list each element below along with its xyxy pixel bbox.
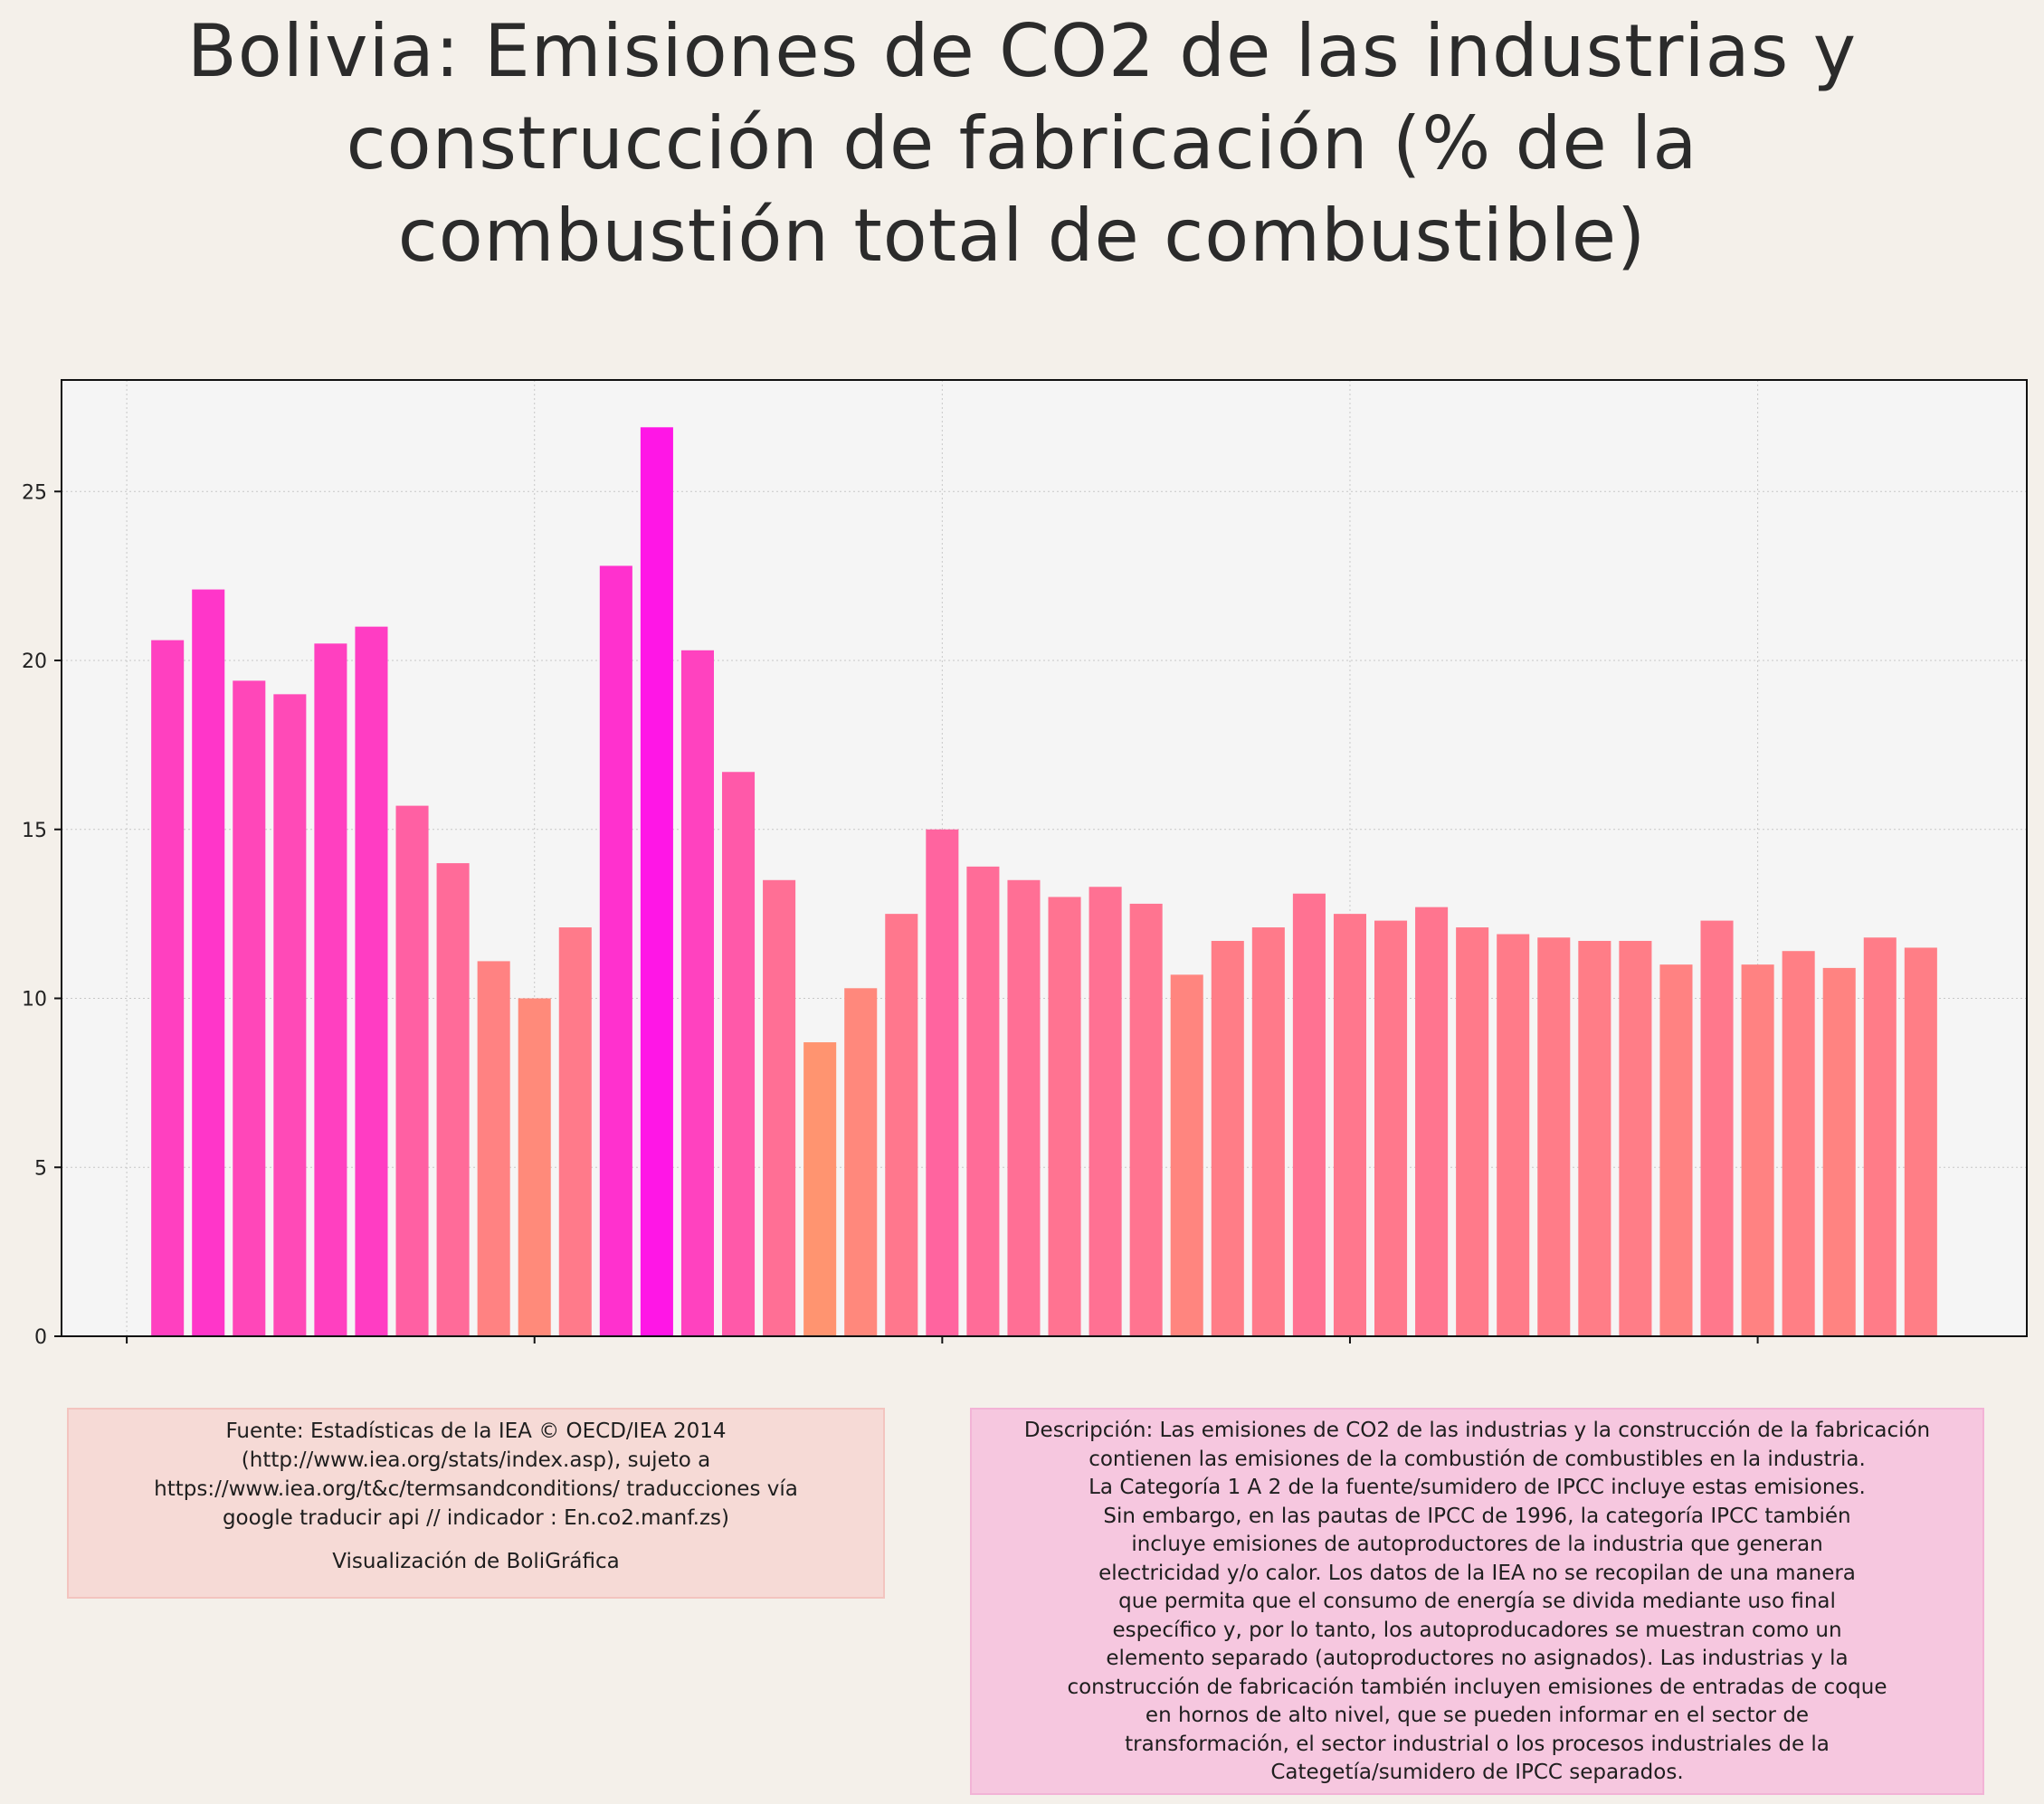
description-line-3: La Categoría 1 A 2 de la fuente/sumidero… (1089, 1476, 1866, 1499)
description-line-11: en hornos de alto nivel, que se pueden i… (1145, 1704, 1810, 1727)
source-line-3: https://www.iea.org/t&c/termsandconditio… (154, 1477, 798, 1501)
bar-1980 (518, 998, 551, 1336)
bars (151, 427, 1937, 1336)
bar-1993 (1048, 897, 1081, 1336)
bar-1975 (314, 643, 347, 1336)
bar-2000 (1333, 914, 1366, 1336)
source-line-1: Fuente: Estadísticas de la IEA © OECD/IE… (225, 1419, 727, 1443)
bar-1983 (640, 427, 673, 1336)
bar-2011 (1782, 951, 1815, 1336)
description-line-4: Sin embargo, en las pautas de IPCC de 19… (1103, 1504, 1851, 1528)
y-tick-label-15: 15 (22, 820, 47, 842)
bar-1998 (1251, 927, 1285, 1336)
bar-1974 (273, 694, 307, 1336)
bar-2005 (1537, 937, 1571, 1336)
y-tick-label-20: 20 (22, 650, 47, 673)
description-line-1: Descripción: Las emisiones de CO2 de las… (1023, 1419, 1931, 1442)
bar-2014 (1904, 947, 1937, 1336)
description-line-8: específico y, por lo tanto, los autoprod… (1112, 1618, 1842, 1642)
y-axis: 0 5 10 15 20 25 (22, 481, 62, 1349)
title-line-2: construcción de fabricación (% de la (346, 101, 1698, 185)
description-line-2: contienen las emisiones de la combustión… (1089, 1447, 1866, 1471)
bar-2006 (1578, 941, 1611, 1336)
y-tick-label-25: 25 (22, 481, 47, 504)
credit-text: Visualización de BoliGráfica (332, 1550, 620, 1573)
description-line-10: construcción de fabricación también incl… (1067, 1675, 1887, 1699)
description-line-13: Categetía/sumidero de IPCC separados. (1270, 1761, 1684, 1784)
bar-2010 (1741, 964, 1774, 1336)
bar-1996 (1170, 974, 1203, 1336)
bar-1990 (926, 829, 959, 1336)
bar-2003 (1456, 927, 1489, 1336)
x-tick-label-2010: 2010 (1733, 1355, 1783, 1357)
bar-1994 (1089, 887, 1122, 1336)
x-tick-label-2000: 2000 (1325, 1355, 1375, 1357)
bar-2008 (1659, 964, 1693, 1336)
chart-title: Bolivia: Emisiones de CO2 de las industr… (72, 5, 1972, 282)
bar-1991 (966, 866, 1000, 1336)
x-tick-label-1980: 1980 (509, 1355, 560, 1357)
bar-1984 (680, 650, 714, 1336)
bar-2007 (1619, 941, 1652, 1336)
x-axis: 1970 1980 1990 2000 2010 (101, 1336, 1783, 1357)
bar-1978 (436, 863, 470, 1336)
bar-1977 (395, 805, 429, 1336)
bar-1987 (803, 1042, 837, 1336)
bar-1981 (558, 927, 592, 1336)
bar-1992 (1007, 879, 1041, 1336)
bar-1995 (1129, 903, 1163, 1336)
description-line-7: que permita que el consumo de energía se… (1118, 1590, 1836, 1613)
x-tick-label-1990: 1990 (917, 1355, 967, 1357)
bar-1976 (355, 626, 388, 1336)
bar-1972 (192, 589, 225, 1336)
bar-1999 (1292, 893, 1326, 1336)
plot-area (62, 380, 2027, 1336)
bar-1997 (1211, 941, 1244, 1336)
bar-2012 (1822, 967, 1856, 1336)
bar-1982 (599, 565, 632, 1336)
bar-chart: 1970 1980 1990 2000 2010 0 5 10 15 20 25 (22, 379, 2028, 1357)
source-line-2: (http://www.iea.org/stats/index.asp), su… (241, 1448, 711, 1472)
source-line-4: google traducir api // indicador : En.co… (222, 1506, 730, 1530)
bar-1973 (233, 680, 266, 1336)
description-line-12: transformación, el sector industrial o l… (1125, 1732, 1830, 1756)
bar-2004 (1497, 934, 1530, 1336)
description-box: Descripción: Las emisiones de CO2 de las… (970, 1408, 1984, 1795)
x-tick-label-1970: 1970 (101, 1355, 152, 1357)
y-tick-label-10: 10 (22, 989, 47, 1011)
y-tick-label-0: 0 (34, 1326, 47, 1349)
description-line-9: elemento separado (autoproductores no as… (1106, 1647, 1849, 1670)
bar-1988 (844, 988, 878, 1336)
y-tick-label-5: 5 (34, 1157, 47, 1180)
description-line-6: electricidad y/o calor. Los datos de la … (1098, 1561, 1856, 1585)
bar-1986 (763, 879, 796, 1336)
bar-2001 (1374, 920, 1408, 1336)
plot-frame (61, 379, 2028, 1337)
bar-2002 (1415, 907, 1449, 1336)
bar-1971 (151, 640, 185, 1336)
bar-2013 (1863, 937, 1897, 1336)
source-box: Fuente: Estadísticas de la IEA © OECD/IE… (67, 1408, 885, 1599)
bar-1985 (722, 772, 756, 1336)
title-line-1: Bolivia: Emisiones de CO2 de las industr… (186, 9, 1858, 93)
bar-2009 (1700, 920, 1734, 1336)
description-line-5: incluye emisiones de autoproductores de … (1131, 1533, 1823, 1556)
bar-1989 (885, 914, 918, 1336)
bar-1979 (477, 961, 510, 1336)
title-line-3: combustión total de combustible) (397, 194, 1647, 278)
